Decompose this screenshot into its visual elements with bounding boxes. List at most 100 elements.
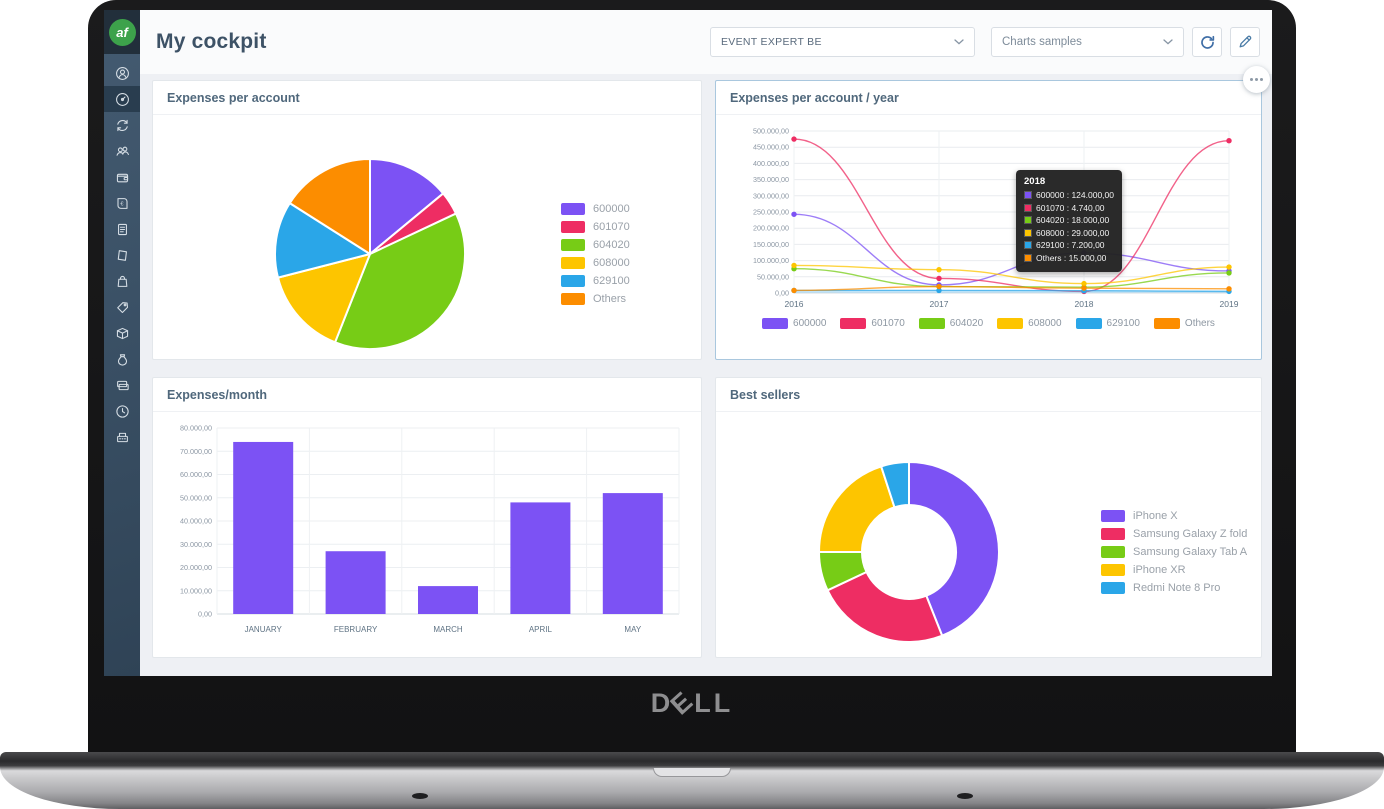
legend-label: 601070 [593, 221, 630, 233]
sidebar-item-wallet[interactable] [104, 164, 140, 190]
bar-february[interactable] [325, 551, 386, 614]
laptop-base-notch [653, 768, 731, 777]
tooltip-row: 608000 : 29.000,00 [1024, 228, 1114, 238]
pie-slice-iPhone X[interactable] [907, 460, 1000, 637]
pie-slice-604020[interactable] [334, 212, 466, 350]
sidebar-item-ledger[interactable]: € [104, 190, 140, 216]
data-point-629100[interactable] [936, 287, 942, 294]
tooltip-swatch [1024, 228, 1032, 237]
donut-chart[interactable] [817, 460, 1001, 644]
legend-swatch [561, 221, 585, 233]
sidebar-item-document[interactable] [104, 216, 140, 242]
tooltip-value: 604020 : 18.000,00 [1036, 215, 1110, 225]
legend-item[interactable]: 604020 [561, 239, 665, 251]
data-point-608000[interactable] [936, 266, 942, 273]
legend-item[interactable]: Others [561, 293, 665, 305]
data-point-601070[interactable] [936, 275, 942, 282]
data-point-608000[interactable] [1226, 264, 1232, 270]
legend-item[interactable]: 604020 [918, 318, 983, 329]
sidebar-item-team[interactable] [104, 138, 140, 164]
line-chart[interactable]: 0,00 50.000,00 100.000,00 150.000,00 200.000… [736, 123, 1241, 315]
panel-title: Expenses per account [153, 81, 701, 115]
bar-march[interactable] [418, 586, 478, 614]
legend-label: 600000 [793, 318, 827, 329]
legend-item[interactable]: 601070 [840, 318, 905, 329]
sidebar-item-user[interactable] [104, 60, 140, 86]
svg-text:20.000,00: 20.000,00 [180, 563, 212, 572]
svg-text:FEBRUARY: FEBRUARY [334, 625, 378, 634]
legend-item[interactable]: iPhone XR [1101, 563, 1251, 576]
bar-chart[interactable]: 0,00 10.000,00 20.000,00 30.000,00 40.000,00… [167, 418, 687, 642]
svg-text:60.000,00: 60.000,00 [180, 470, 212, 479]
svg-text:0,00: 0,00 [198, 610, 212, 619]
legend-label: Others [1184, 318, 1215, 329]
app-logo: af [104, 10, 140, 54]
sidebar-item-dashboard[interactable] [104, 86, 140, 112]
legend-item[interactable]: 608000 [561, 257, 665, 269]
company-select[interactable]: EVENT EXPERT BE [710, 27, 975, 57]
refresh-button[interactable] [1192, 27, 1222, 57]
sidebar-item-package[interactable] [104, 320, 140, 346]
bar-january[interactable] [233, 441, 294, 614]
pie-slice-Redmi Note 8 Pro[interactable] [879, 460, 910, 508]
legend-item[interactable]: 600000 [762, 318, 826, 329]
data-point-608000[interactable] [1081, 280, 1087, 287]
data-point-604020[interactable] [1226, 270, 1232, 276]
sidebar-item-cash-register[interactable] [104, 424, 140, 450]
dell-logo-letter: L [713, 688, 734, 718]
user-icon [115, 66, 129, 80]
legend-item[interactable]: Samsung Galaxy Tab A [1101, 545, 1251, 558]
tooltip-row: 601070 : 4.740,00 [1024, 203, 1114, 213]
svg-text:350.000,00: 350.000,00 [753, 175, 789, 184]
edit-button[interactable] [1230, 27, 1260, 57]
legend-item[interactable]: iPhone X [1101, 509, 1251, 522]
bar-may[interactable] [602, 493, 663, 614]
sidebar-item-note[interactable] [104, 242, 140, 268]
legend-item[interactable]: Redmi Note 8 Pro [1101, 581, 1251, 594]
pie-slice-Samsung Galaxy Z fold[interactable] [826, 570, 943, 643]
pie-slice-Others[interactable] [288, 158, 371, 255]
legend-item[interactable]: 629100 [561, 275, 665, 287]
ledger-icon: € [116, 197, 128, 209]
sidebar-item-money-bag[interactable] [104, 346, 140, 372]
sidebar-item-sync[interactable] [104, 112, 140, 138]
data-point-601070[interactable] [1226, 138, 1232, 144]
legend-swatch [918, 318, 945, 329]
tooltip-swatch [1024, 191, 1032, 199]
sidebar-item-payment-cards[interactable] [104, 372, 140, 398]
dashboard-select[interactable]: Charts samples [991, 27, 1184, 57]
panel-best-sellers: Best sellers iPhone X Samsung Galaxy Z fo… [715, 377, 1262, 658]
svg-text:2018: 2018 [1075, 299, 1094, 309]
data-point-Others[interactable] [1081, 285, 1087, 291]
svg-text:MARCH: MARCH [433, 625, 463, 634]
sidebar-item-clock[interactable] [104, 398, 140, 424]
data-point-601070[interactable] [791, 136, 797, 142]
legend-item[interactable]: 608000 [997, 318, 1062, 329]
data-point-Others[interactable] [1226, 286, 1232, 292]
shop-icon [117, 275, 127, 287]
top-bar: My cockpit EVENT EXPERT BE Charts sample… [140, 10, 1272, 74]
bar-april[interactable] [510, 502, 571, 614]
data-point-Others[interactable] [936, 283, 942, 290]
tooltip-row: 629100 : 7.200,00 [1024, 240, 1114, 250]
data-point-600000[interactable] [791, 211, 797, 217]
tooltip-value: 608000 : 29.000,00 [1036, 227, 1110, 238]
legend-swatch [840, 318, 867, 329]
pie-chart[interactable] [273, 157, 467, 351]
legend-item[interactable]: Samsung Galaxy Z fold [1101, 527, 1251, 540]
data-point-608000[interactable] [791, 262, 797, 269]
legend-swatch [561, 275, 585, 287]
sidebar-item-shop[interactable] [104, 268, 140, 294]
dell-logo-letter: D [650, 688, 674, 718]
data-point-Others[interactable] [791, 287, 797, 294]
pie-slice-iPhone XR[interactable] [817, 464, 895, 553]
legend-item[interactable]: 600000 [561, 203, 665, 215]
legend-item[interactable]: 629100 [1075, 318, 1140, 329]
legend-item[interactable]: Others [1153, 318, 1215, 329]
panel-menu-button[interactable] [1243, 66, 1270, 93]
sidebar-item-tag[interactable] [104, 294, 140, 320]
legend-item[interactable]: 601070 [561, 221, 665, 233]
svg-text:150.000,00: 150.000,00 [753, 240, 789, 249]
panel-expenses-per-year: Expenses per account / year 0,00 50.000,0… [715, 66, 1270, 360]
svg-text:200.000,00: 200.000,00 [753, 224, 789, 233]
